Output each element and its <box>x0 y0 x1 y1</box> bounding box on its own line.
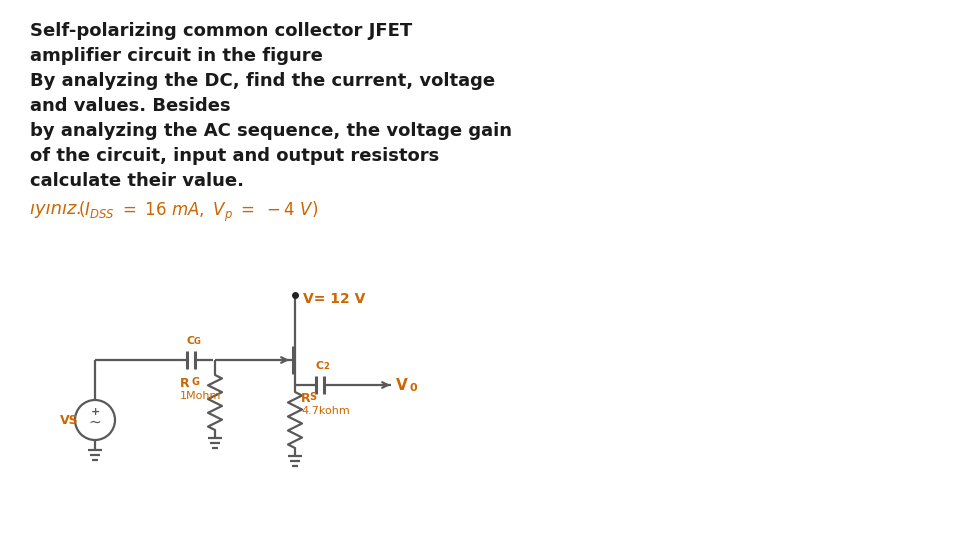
Text: G: G <box>191 377 199 387</box>
Text: V= 12 V: V= 12 V <box>303 292 366 306</box>
Text: C: C <box>186 336 195 346</box>
Text: S: S <box>309 392 316 402</box>
Text: G: G <box>194 337 201 346</box>
Text: Self-polarizing common collector JFET: Self-polarizing common collector JFET <box>30 22 412 40</box>
Text: V: V <box>396 377 408 393</box>
Text: calculate their value.: calculate their value. <box>30 172 244 190</box>
Text: ıyınız.: ıyınız. <box>30 200 88 218</box>
Text: ~: ~ <box>88 415 102 429</box>
Text: 1Mohm: 1Mohm <box>180 391 222 401</box>
Text: VS: VS <box>60 414 79 427</box>
Text: 4.7kohm: 4.7kohm <box>301 406 349 416</box>
Text: amplifier circuit in the figure: amplifier circuit in the figure <box>30 47 323 65</box>
Text: of the circuit, input and output resistors: of the circuit, input and output resisto… <box>30 147 440 165</box>
Text: C: C <box>316 361 324 371</box>
Text: 2: 2 <box>323 362 329 371</box>
Text: R: R <box>180 377 190 390</box>
Text: $\mathit{(I_{DSS}\ =\ 16\ mA,\ V_p\ =\ -4\ V)}$: $\mathit{(I_{DSS}\ =\ 16\ mA,\ V_p\ =\ -… <box>78 200 318 224</box>
Text: +: + <box>91 407 101 417</box>
Text: R: R <box>301 392 311 405</box>
Text: By analyzing the DC, find the current, voltage: By analyzing the DC, find the current, v… <box>30 72 495 90</box>
Text: by analyzing the AC sequence, the voltage gain: by analyzing the AC sequence, the voltag… <box>30 122 512 140</box>
Text: and values. Besides: and values. Besides <box>30 97 230 115</box>
Text: 0: 0 <box>410 383 418 393</box>
